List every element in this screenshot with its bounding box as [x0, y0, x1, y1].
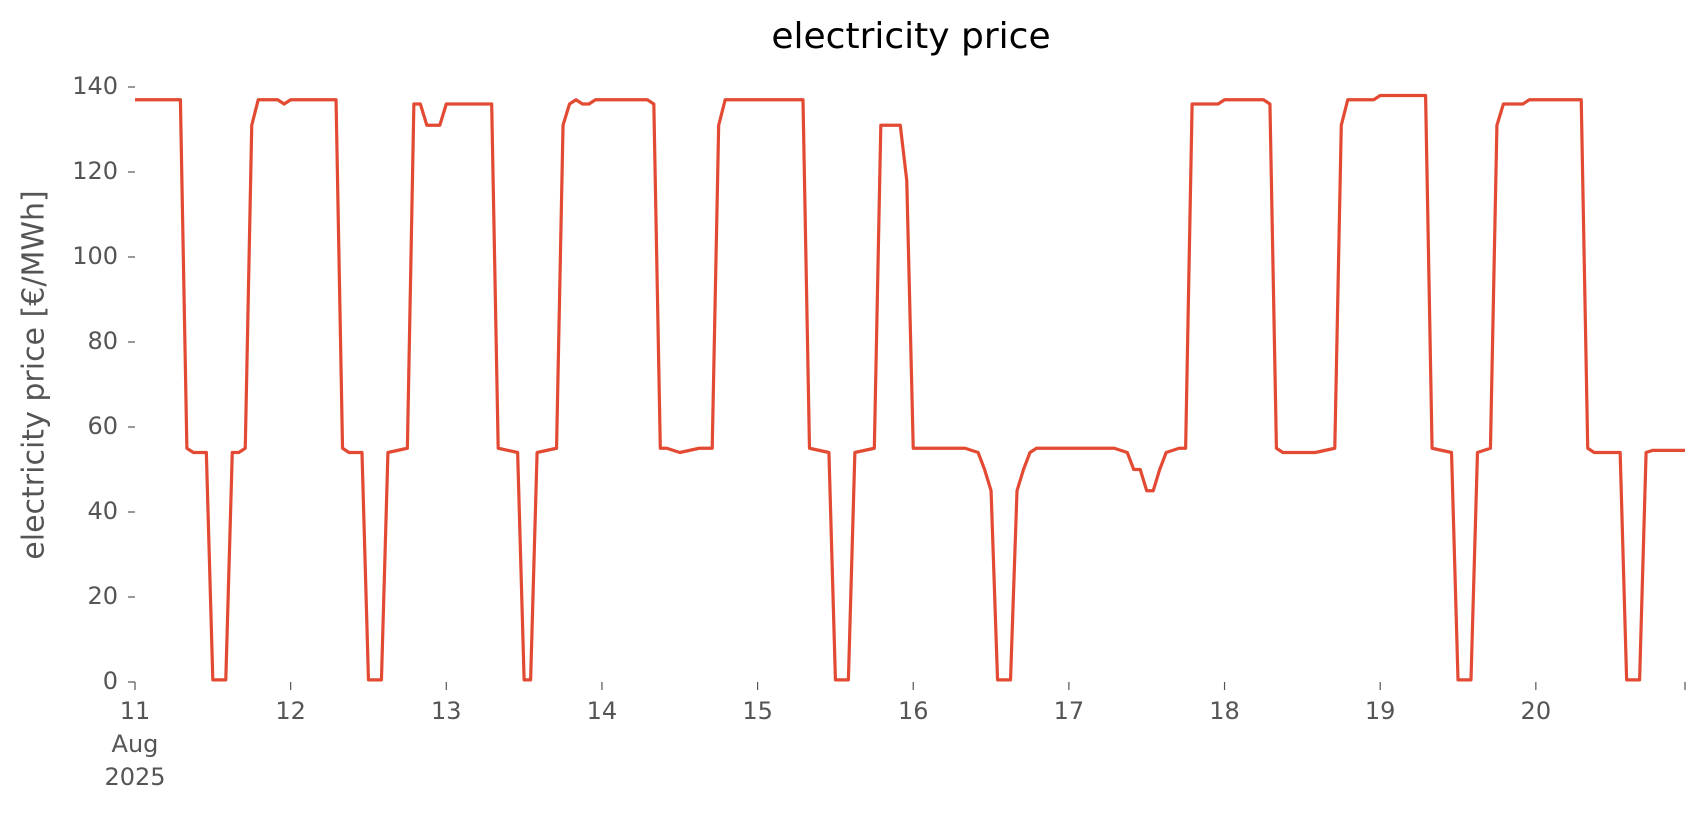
x-tick-label: 13 [431, 697, 462, 725]
x-tick-label: 15 [742, 697, 773, 725]
x-tick-label: 11 Aug 2025 [104, 697, 166, 791]
y-tick-label: 80 [87, 327, 118, 355]
y-tick-label: 0 [103, 667, 118, 695]
y-axis-label: electricity price [€/MWh] [17, 190, 52, 559]
y-tick-label: 60 [87, 412, 118, 440]
x-tick-label: 14 [586, 697, 618, 725]
x-tick-label: 12 [275, 697, 306, 725]
x-tick-label: 19 [1364, 697, 1396, 725]
price-line [135, 93, 1685, 682]
x-tick-label: 18 [1209, 697, 1240, 725]
y-tick-label: 140 [72, 72, 118, 100]
y-tick-label: 120 [72, 157, 118, 185]
x-tick-label: 16 [897, 697, 929, 725]
x-tick-label: 17 [1053, 697, 1085, 725]
y-tick-label: 100 [72, 242, 118, 270]
y-tick-label: 20 [87, 582, 118, 610]
y-tick-label: 40 [87, 497, 118, 525]
x-tick-label: 20 [1520, 697, 1552, 725]
chart-title: electricity price [771, 16, 1050, 57]
